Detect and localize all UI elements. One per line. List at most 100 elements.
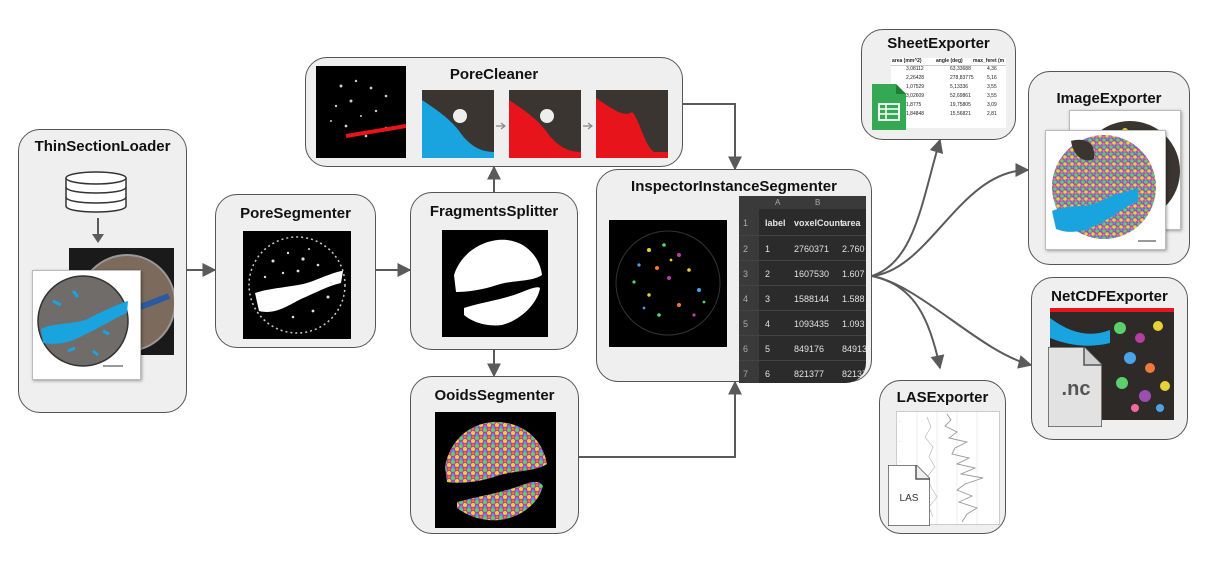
netcdf-exporter-node[interactable]: NetCDFExporter .nc xyxy=(1031,277,1188,440)
las-exporter-node[interactable]: LASExporter ————— LAS xyxy=(879,380,1006,534)
area-cell: 84913 xyxy=(842,344,866,354)
label-cell: 1 xyxy=(765,244,771,254)
pore-segmenter-image xyxy=(243,231,351,339)
pore-cleaner-zoom-1 xyxy=(422,90,494,158)
pore-cleaner-image-overview xyxy=(316,66,407,158)
svg-text:—: — xyxy=(899,459,902,463)
sheet-header-angle: angle (deg) xyxy=(936,58,963,64)
table-header-row: 1 label voxelCount area xyxy=(739,209,866,235)
inspector-instance-segmenter-title: InspectorInstanceSegmenter xyxy=(631,178,837,195)
table-row: 5 4 1093435 1.093 xyxy=(739,310,866,336)
table-row: 7 6 821377 82137 xyxy=(739,360,866,383)
sheet-row: 2,26428 278,83775 5,16 xyxy=(891,75,1006,84)
ooids-segmenter-image xyxy=(435,412,556,528)
sheet-preview: area (mm^2) angle (deg) max_feret (m 3,0… xyxy=(891,58,1006,128)
sheet-header-max-feret: max_feret (m xyxy=(973,58,1005,64)
arrow-to-netcdf-exporter xyxy=(871,275,1033,369)
sheet-row: 3,02609 52,69861 3,55 xyxy=(891,93,1006,102)
voxelcount-cell: 1093435 xyxy=(794,319,830,329)
fragments-splitter-node[interactable]: FragmentsSplitter xyxy=(410,192,578,350)
sheet-exporter-node[interactable]: SheetExporter area (mm^2) angle (deg) ma… xyxy=(861,29,1016,140)
label-cell: 2 xyxy=(765,269,771,279)
inspector-segmentation-image xyxy=(609,220,727,347)
table-header-voxelcount: voxelCount xyxy=(794,218,844,228)
ooids-segmenter-title: OoidsSegmenter xyxy=(434,387,555,404)
pore-cleaner-node[interactable]: PoreCleaner xyxy=(305,57,683,167)
label-cell: 6 xyxy=(765,369,771,379)
sheet-cell: 3,02609 xyxy=(906,93,925,99)
inspector-instance-segmenter-node[interactable]: InspectorInstanceSegmenter A B 1 label xyxy=(596,169,872,383)
row-index-cell: 6 xyxy=(743,344,749,354)
sheet-row: 1,07529 5,13336 3,55 xyxy=(891,84,1006,93)
area-cell: 82137 xyxy=(842,369,866,379)
area-cell: 1.588 xyxy=(842,294,865,304)
column-letter-b: B xyxy=(815,198,821,207)
sheet-cell: 3,55 xyxy=(987,84,997,90)
row-index-cell: 3 xyxy=(743,269,749,279)
sheet-cell: 3,08112 xyxy=(906,66,924,72)
fragments-splitter-image xyxy=(442,230,548,337)
image-exporter-title: ImageExporter xyxy=(1056,90,1162,107)
sheet-row: 3,08112 63,33688 4,36 xyxy=(891,66,1006,75)
column-letter-a: A xyxy=(775,198,781,207)
las-file-icon xyxy=(888,465,930,526)
sheet-cell: 3,09 xyxy=(987,102,997,108)
sheet-cell: 278,83775 xyxy=(950,75,974,81)
sheet-cell: 5,13336 xyxy=(950,84,969,90)
fragments-splitter-title: FragmentsSplitter xyxy=(429,203,559,220)
sheet-cell: 1,8775 xyxy=(906,102,922,108)
area-cell: 1.607 xyxy=(842,269,865,279)
image-exporter-front-page xyxy=(1045,130,1166,250)
voxelcount-cell: 1607530 xyxy=(794,269,830,279)
sheet-row: 1,8775 19,75805 3,09 xyxy=(891,102,1006,111)
row-index-cell: 4 xyxy=(743,294,749,304)
sheet-cell: 2,26428 xyxy=(906,75,925,81)
voxelcount-cell: 2760371 xyxy=(794,244,830,254)
voxelcount-cell: 849176 xyxy=(794,344,825,354)
nc-file-icon xyxy=(1048,347,1102,427)
las-exporter-title: LASExporter xyxy=(896,389,989,406)
sheet-exporter-title: SheetExporter xyxy=(887,35,990,52)
sheet-cell: 1,07529 xyxy=(906,84,925,90)
pore-segmenter-title: PoreSegmenter xyxy=(240,205,351,222)
pore-cleaner-zoom-2 xyxy=(509,90,581,158)
las-file-label: LAS xyxy=(899,493,919,504)
table-row-index: 1 xyxy=(743,218,749,228)
table-column-letters: A B xyxy=(739,196,866,209)
label-cell: 5 xyxy=(765,344,771,354)
row-index-cell: 2 xyxy=(743,244,749,254)
table-header-label: label xyxy=(765,218,786,228)
sheet-header-area: area (mm^2) xyxy=(892,58,922,64)
table-row: 6 5 849176 84913 xyxy=(739,335,866,361)
thin-section-loader-node[interactable]: ThinSectionLoader xyxy=(18,129,187,413)
table-row: 2 1 2760371 2.760 xyxy=(739,235,866,261)
label-cell: 4 xyxy=(765,319,771,329)
sheet-cell: 63,33688 xyxy=(950,66,971,72)
image-exporter-node[interactable]: ImageExporter xyxy=(1028,71,1190,265)
voxelcount-cell: 1588144 xyxy=(794,294,830,304)
sheet-cell: 4,36 xyxy=(987,66,997,72)
sheet-cell: 5,16 xyxy=(987,75,997,81)
row-index-cell: 7 xyxy=(743,369,749,379)
pore-segmenter-node[interactable]: PoreSegmenter xyxy=(215,194,376,348)
ooids-segmenter-node[interactable]: OoidsSegmenter xyxy=(410,376,579,534)
database-icon xyxy=(65,171,127,213)
arrow-to-image-exporter xyxy=(871,163,1030,277)
sheet-cell: 2,81 xyxy=(987,111,997,117)
sheet-row: 1,84848 15,56821 2,81 xyxy=(891,111,1006,120)
svg-text:—: — xyxy=(899,419,902,423)
area-cell: 1.093 xyxy=(842,319,865,329)
spreadsheet-file-icon xyxy=(872,84,906,130)
sheet-cell: 19,75805 xyxy=(950,102,971,108)
row-index-cell: 5 xyxy=(743,319,749,329)
table-header-area: area xyxy=(842,218,861,228)
pore-cleaner-small-arrows xyxy=(496,122,593,130)
arrow-to-sheet-exporter xyxy=(871,138,944,277)
nc-file-label: .nc xyxy=(1061,378,1091,400)
sheet-cell: 1,84848 xyxy=(906,111,925,117)
pore-cleaner-title: PoreCleaner xyxy=(449,66,539,83)
table-row-header-column xyxy=(739,209,759,383)
sheet-cell: 3,55 xyxy=(987,93,997,99)
label-cell: 3 xyxy=(765,294,771,304)
